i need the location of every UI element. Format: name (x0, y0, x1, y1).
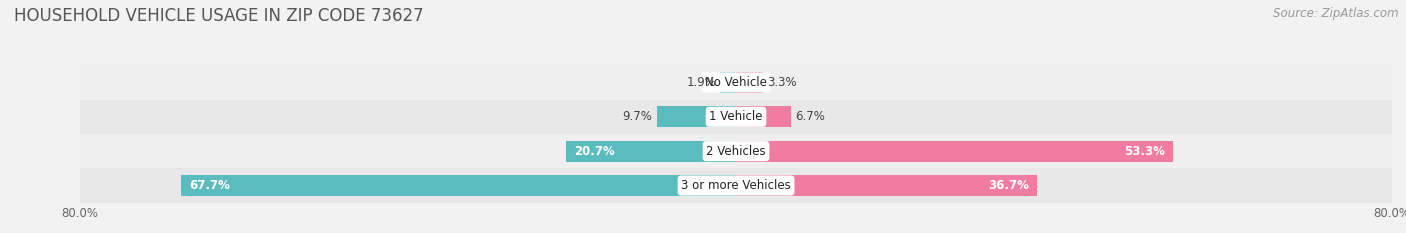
Text: 67.7%: 67.7% (190, 179, 231, 192)
Bar (657, 106, 737, 127)
Text: 3 or more Vehicles: 3 or more Vehicles (681, 179, 792, 192)
Bar (567, 140, 737, 162)
Bar (737, 72, 763, 93)
Text: 2 Vehicles: 2 Vehicles (706, 145, 766, 158)
Bar (737, 106, 792, 127)
Bar (181, 175, 737, 196)
Bar (80, 168, 1392, 203)
Text: HOUSEHOLD VEHICLE USAGE IN ZIP CODE 73627: HOUSEHOLD VEHICLE USAGE IN ZIP CODE 7362… (14, 7, 423, 25)
Bar (80, 100, 1392, 134)
Text: 53.3%: 53.3% (1123, 145, 1164, 158)
Bar (737, 140, 1173, 162)
Bar (80, 134, 1392, 168)
Text: 1.9%: 1.9% (686, 76, 717, 89)
Bar (80, 65, 1392, 100)
Bar (720, 72, 737, 93)
Text: 36.7%: 36.7% (988, 179, 1029, 192)
Text: No Vehicle: No Vehicle (704, 76, 768, 89)
Text: 20.7%: 20.7% (575, 145, 616, 158)
Text: 3.3%: 3.3% (768, 76, 797, 89)
Text: 1 Vehicle: 1 Vehicle (709, 110, 763, 123)
Text: 9.7%: 9.7% (623, 110, 652, 123)
Bar (737, 175, 1038, 196)
Text: Source: ZipAtlas.com: Source: ZipAtlas.com (1274, 7, 1399, 20)
Text: 6.7%: 6.7% (794, 110, 825, 123)
